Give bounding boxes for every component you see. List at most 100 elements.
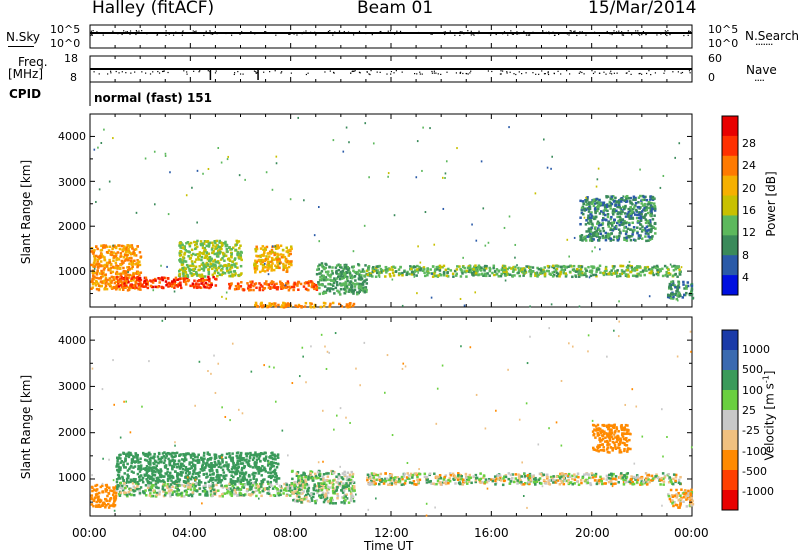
data-cell xyxy=(131,247,134,250)
data-cell xyxy=(185,493,188,496)
data-cell xyxy=(100,284,104,288)
data-cell xyxy=(116,272,119,276)
data-cell xyxy=(132,286,135,290)
data-cell xyxy=(141,451,145,455)
data-cell xyxy=(632,207,635,211)
data-cell xyxy=(405,273,408,277)
data-cell xyxy=(467,265,471,268)
data-cell xyxy=(620,272,624,276)
data-cell xyxy=(165,484,169,488)
data-cell xyxy=(377,271,381,274)
data-cell xyxy=(444,268,448,272)
data-cell xyxy=(226,490,230,493)
data-cell xyxy=(129,259,133,263)
data-cell xyxy=(650,224,653,228)
data-cell xyxy=(223,259,226,262)
power-ytick-3000: 3000 xyxy=(58,176,86,189)
data-cell xyxy=(222,476,226,479)
data-cell xyxy=(238,456,241,459)
scatter-cell xyxy=(220,161,223,164)
data-cell xyxy=(91,281,95,285)
data-cell xyxy=(233,483,237,486)
scatter-cell xyxy=(563,270,566,273)
data-cell xyxy=(223,484,227,488)
data-cell xyxy=(129,466,132,469)
data-cell xyxy=(270,484,273,487)
data-cell xyxy=(215,239,219,243)
data-cell xyxy=(208,283,211,287)
scatter-cell xyxy=(674,156,676,159)
data-cell xyxy=(282,253,285,257)
data-cell xyxy=(330,472,334,476)
data-cell xyxy=(93,265,96,268)
data-cell xyxy=(238,454,241,457)
data-cell xyxy=(203,490,207,493)
data-cell xyxy=(290,247,293,251)
data-cell xyxy=(138,251,142,254)
data-cell xyxy=(376,269,379,272)
data-cell xyxy=(476,270,479,273)
data-cell xyxy=(254,304,257,307)
sky-point xyxy=(430,33,432,35)
data-cell xyxy=(683,287,686,290)
nave-point xyxy=(470,70,472,72)
sky-point xyxy=(598,34,601,37)
sky-point xyxy=(231,32,233,34)
nave-point xyxy=(610,70,612,72)
data-cell xyxy=(173,480,177,484)
data-cell xyxy=(186,279,190,283)
data-cell xyxy=(266,257,270,261)
data-cell xyxy=(225,452,229,456)
data-cell xyxy=(122,461,125,464)
data-cell xyxy=(593,234,596,237)
data-cell xyxy=(280,486,283,490)
data-cell xyxy=(206,264,210,268)
data-cell xyxy=(460,270,464,273)
data-cell xyxy=(368,274,372,278)
data-cell xyxy=(115,264,118,267)
sky-point xyxy=(576,34,578,37)
data-cell xyxy=(588,207,592,211)
sky-point xyxy=(487,32,489,34)
data-cell xyxy=(233,263,236,266)
data-cell xyxy=(661,274,665,278)
data-cell xyxy=(276,255,279,258)
data-cell xyxy=(645,225,649,229)
scatter-cell xyxy=(267,273,270,276)
data-cell xyxy=(142,285,146,288)
data-cell xyxy=(98,255,102,258)
data-cell xyxy=(595,270,598,273)
data-cell xyxy=(210,248,214,251)
data-cell xyxy=(644,213,648,216)
data-cell xyxy=(187,494,191,497)
nave-point xyxy=(645,72,648,75)
data-cell xyxy=(328,282,332,286)
data-cell xyxy=(128,467,131,471)
data-cell xyxy=(283,255,287,259)
data-cell xyxy=(513,274,516,277)
data-cell xyxy=(336,497,339,500)
scatter-cell xyxy=(433,243,436,246)
data-cell xyxy=(137,464,140,468)
data-cell xyxy=(426,273,429,277)
scatter-cell xyxy=(391,278,394,281)
data-cell xyxy=(326,287,330,290)
data-cell xyxy=(255,455,259,458)
data-cell xyxy=(192,454,195,457)
data-cell xyxy=(339,480,343,484)
data-cell xyxy=(175,451,179,455)
data-cell xyxy=(171,456,174,459)
data-cell xyxy=(588,234,591,238)
data-cell xyxy=(343,473,347,477)
data-cell xyxy=(610,195,614,199)
sky-point xyxy=(542,30,544,32)
cpid-label: CPID xyxy=(9,87,42,101)
data-cell xyxy=(585,219,588,222)
data-cell xyxy=(196,274,199,277)
data-cell xyxy=(322,472,326,476)
data-cell xyxy=(351,282,355,285)
data-cell xyxy=(192,286,196,289)
data-cell xyxy=(229,490,232,494)
scatter-cell xyxy=(529,305,531,308)
data-cell xyxy=(114,496,118,500)
